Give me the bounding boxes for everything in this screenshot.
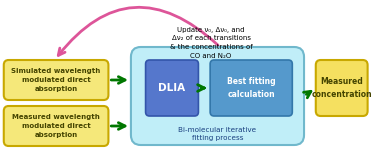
Text: Measured wavelength
modulated direct
absorption: Measured wavelength modulated direct abs… xyxy=(12,114,100,138)
FancyBboxPatch shape xyxy=(4,60,108,100)
Text: DLIA: DLIA xyxy=(158,83,186,93)
Text: Measured
concentration: Measured concentration xyxy=(311,77,372,99)
FancyBboxPatch shape xyxy=(4,106,108,146)
FancyBboxPatch shape xyxy=(316,60,368,116)
FancyBboxPatch shape xyxy=(210,60,292,116)
Text: Best fitting
calculation: Best fitting calculation xyxy=(227,77,276,99)
Text: Update ν₀, Δν₀, and
Δν₂ of each transitions
& the concentrations of
CO and N₂O: Update ν₀, Δν₀, and Δν₂ of each transiti… xyxy=(170,27,253,59)
Text: Bi-molecular iterative
fitting process: Bi-molecular iterative fitting process xyxy=(178,127,257,141)
FancyBboxPatch shape xyxy=(146,60,198,116)
FancyBboxPatch shape xyxy=(131,47,304,145)
Text: Simulated wavelength
modulated direct
absorption: Simulated wavelength modulated direct ab… xyxy=(11,68,101,92)
